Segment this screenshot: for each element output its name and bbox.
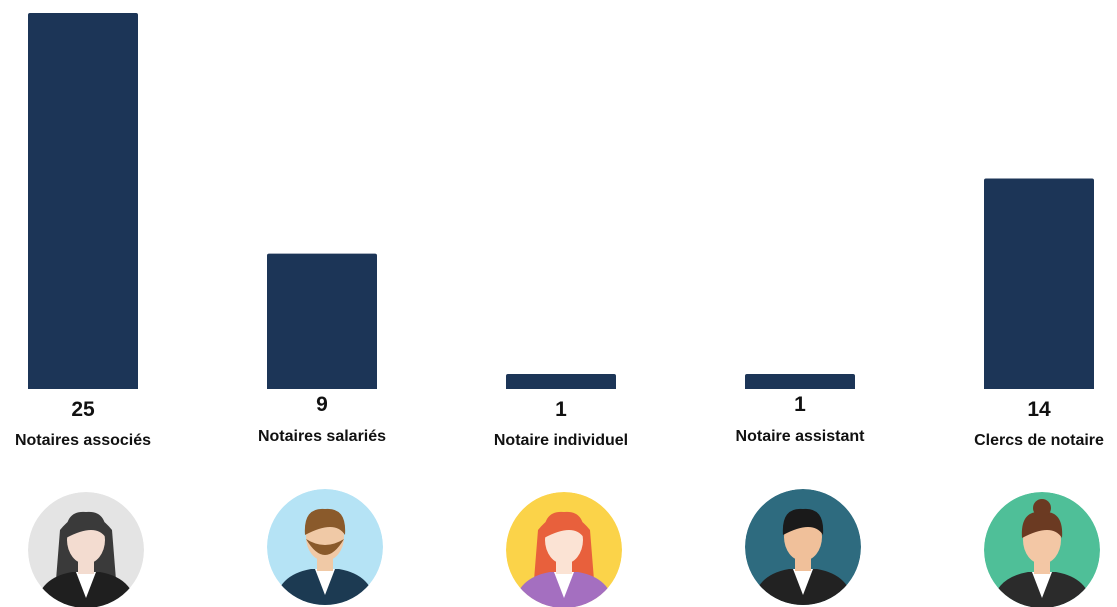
category-label: Notaires salariés [258,428,386,445]
value-label: 1 [794,393,806,416]
avatar-figure [745,489,861,605]
shirt [315,569,335,595]
avatar-figure [506,492,622,607]
shirt [554,572,574,598]
value-label: 1 [555,398,567,421]
category-label: Notaire individuel [494,432,628,449]
avatar-figure [28,492,144,607]
hair [782,508,824,535]
value-label: 14 [1027,398,1051,421]
shirt [1032,572,1052,598]
bar [506,373,616,389]
value-label: 9 [316,393,328,416]
bar [745,373,855,389]
value-label: 25 [71,398,95,421]
avatar-figure [984,492,1100,607]
avatar [984,492,1100,607]
bar [984,178,1094,389]
bar [267,253,377,389]
hair [1021,511,1063,538]
avatar [28,492,144,607]
avatars [28,489,1100,607]
avatar [506,492,622,607]
avatar [745,489,861,605]
avatar [267,489,383,605]
hair [304,508,346,535]
hair [65,511,107,538]
bar [28,13,138,389]
avatar-figure [267,489,383,605]
category-label: Notaire assistant [736,428,866,445]
beard [306,539,344,555]
shirt [76,572,96,598]
shirt [793,569,813,595]
category-label: Notaires associés [15,432,151,449]
category-label: Clercs de notaire [974,432,1104,449]
hair [543,511,585,538]
hair-bun [1033,499,1051,517]
